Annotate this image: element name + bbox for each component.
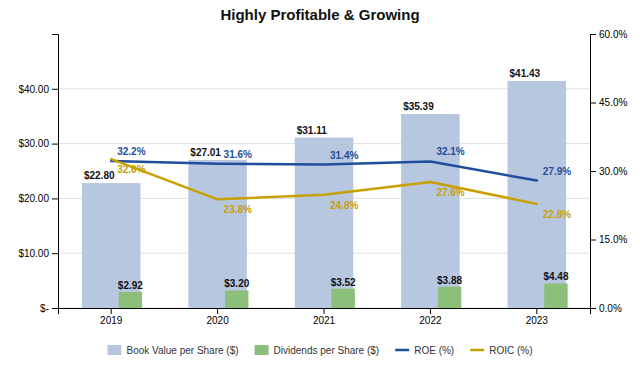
x-tick-label: 2019 bbox=[100, 315, 123, 326]
y-tick-mark bbox=[52, 144, 58, 145]
y2-tick-mark bbox=[590, 171, 596, 172]
x-tick-label: 2020 bbox=[206, 315, 229, 326]
y-tick: $10.00 bbox=[18, 248, 58, 259]
data-label: 22.8% bbox=[543, 209, 571, 220]
x-tick: 2022 bbox=[419, 308, 442, 326]
data-label: $3.52 bbox=[331, 277, 356, 288]
x-tick: 2020 bbox=[206, 308, 229, 326]
y-tick: $30.00 bbox=[18, 138, 58, 149]
bar bbox=[331, 289, 354, 308]
bar bbox=[225, 290, 248, 308]
y2-tick-label: 15.0% bbox=[599, 234, 627, 245]
x-tick: 2023 bbox=[526, 308, 549, 326]
y2-axis-line bbox=[591, 35, 597, 309]
data-label: 32.6% bbox=[117, 164, 145, 175]
legend-item: ROIC (%) bbox=[470, 345, 532, 356]
bar bbox=[544, 283, 567, 308]
data-label: 31.6% bbox=[224, 149, 252, 160]
y-tick: $20.00 bbox=[18, 193, 58, 204]
y2-tick-mark bbox=[590, 34, 596, 35]
y-axis: $- $10.00 $20.00 $30.00 $40.00 bbox=[18, 35, 58, 314]
y2-tick-label: 30.0% bbox=[599, 166, 627, 177]
legend-item: Book Value per Share ($) bbox=[107, 345, 238, 356]
x-tick-mark bbox=[324, 308, 325, 314]
legend-label: ROIC (%) bbox=[489, 345, 532, 356]
y2-tick: 15.0% bbox=[590, 234, 627, 245]
x-axis-line bbox=[59, 309, 591, 315]
legend: Book Value per Share ($) Dividends per Sh… bbox=[107, 345, 532, 356]
y-tick-label: $30.00 bbox=[18, 138, 49, 149]
legend-item: ROE (%) bbox=[395, 345, 454, 356]
y2-tick: 0.0% bbox=[590, 303, 622, 314]
line bbox=[111, 161, 537, 181]
y2-tick-mark bbox=[590, 103, 596, 104]
data-label: $41.43 bbox=[510, 68, 541, 79]
y-tick-mark bbox=[52, 198, 58, 199]
y2-tick: 30.0% bbox=[590, 166, 627, 177]
y2-tick-mark bbox=[590, 240, 596, 241]
data-label: 32.1% bbox=[436, 146, 464, 157]
y2-tick: 60.0% bbox=[590, 29, 627, 40]
data-label: 32.2% bbox=[117, 146, 145, 157]
legend-swatch bbox=[107, 345, 121, 355]
data-label: $27.01 bbox=[190, 147, 221, 158]
data-label: $2.92 bbox=[118, 280, 143, 291]
y-tick: $- bbox=[40, 303, 58, 314]
plot: $- $10.00 $20.00 $30.00 $40.00 0.0% 15.0% 30.0%… bbox=[18, 29, 627, 326]
data-labels: $22.80 $27.01 $31.11 $35.39 $41.43 $2.92 $3.20… bbox=[84, 68, 571, 291]
y-tick-label: $10.00 bbox=[18, 248, 49, 259]
legend-swatch bbox=[470, 349, 484, 352]
y2-tick-label: 60.0% bbox=[599, 29, 627, 40]
x-tick: 2019 bbox=[100, 308, 123, 326]
y2-axis: 0.0% 15.0% 30.0% 45.0% 60.0% bbox=[590, 29, 627, 314]
legend-label: Dividends per Share ($) bbox=[274, 345, 380, 356]
line bbox=[111, 159, 537, 204]
marks bbox=[82, 81, 568, 308]
legend-item: Dividends per Share ($) bbox=[255, 345, 380, 356]
legend-label: ROE (%) bbox=[414, 345, 454, 356]
y-tick-label: $20.00 bbox=[18, 193, 49, 204]
data-label: 24.8% bbox=[330, 200, 358, 211]
x-tick-label: 2023 bbox=[526, 315, 549, 326]
bar bbox=[438, 287, 461, 308]
data-label: $35.39 bbox=[403, 101, 434, 112]
y2-tick-label: 0.0% bbox=[599, 303, 622, 314]
data-label: 31.4% bbox=[330, 150, 358, 161]
y-tick-mark bbox=[52, 308, 58, 309]
x-tick-mark bbox=[217, 308, 218, 314]
data-label: $3.88 bbox=[437, 275, 462, 286]
data-label: 23.8% bbox=[224, 204, 252, 215]
y2-tick-label: 45.0% bbox=[599, 97, 627, 108]
data-label: $3.20 bbox=[224, 278, 249, 289]
data-label: $22.80 bbox=[84, 170, 115, 181]
y-tick-label: $40.00 bbox=[18, 84, 49, 95]
x-tick-mark bbox=[111, 308, 112, 314]
x-tick-mark bbox=[536, 308, 537, 314]
x-tick-label: 2022 bbox=[419, 315, 442, 326]
x-axis: 2019 2020 2021 2022 2023 bbox=[59, 308, 591, 326]
y-tick-mark bbox=[52, 253, 58, 254]
x-tick-mark bbox=[430, 308, 431, 314]
legend-swatch bbox=[395, 349, 409, 352]
y-tick-label: $- bbox=[40, 303, 49, 314]
data-label: 27.6% bbox=[436, 187, 464, 198]
y-tick-mark bbox=[52, 89, 58, 90]
legend-swatch bbox=[255, 345, 269, 355]
data-label: 27.9% bbox=[543, 166, 571, 177]
y-tick: $40.00 bbox=[18, 84, 58, 95]
y2-tick: 45.0% bbox=[590, 97, 627, 108]
legend-label: Book Value per Share ($) bbox=[126, 345, 238, 356]
x-tick-label: 2021 bbox=[313, 315, 336, 326]
bar bbox=[119, 292, 142, 308]
x-tick: 2021 bbox=[313, 308, 336, 326]
data-label: $4.48 bbox=[543, 271, 568, 282]
data-label: $31.11 bbox=[297, 125, 327, 136]
y-axis-line bbox=[52, 35, 59, 309]
title: Highly Profitable & Growing bbox=[220, 6, 419, 23]
chart: Highly Profitable & Growing $- $10.00 $20.0… bbox=[0, 0, 640, 366]
